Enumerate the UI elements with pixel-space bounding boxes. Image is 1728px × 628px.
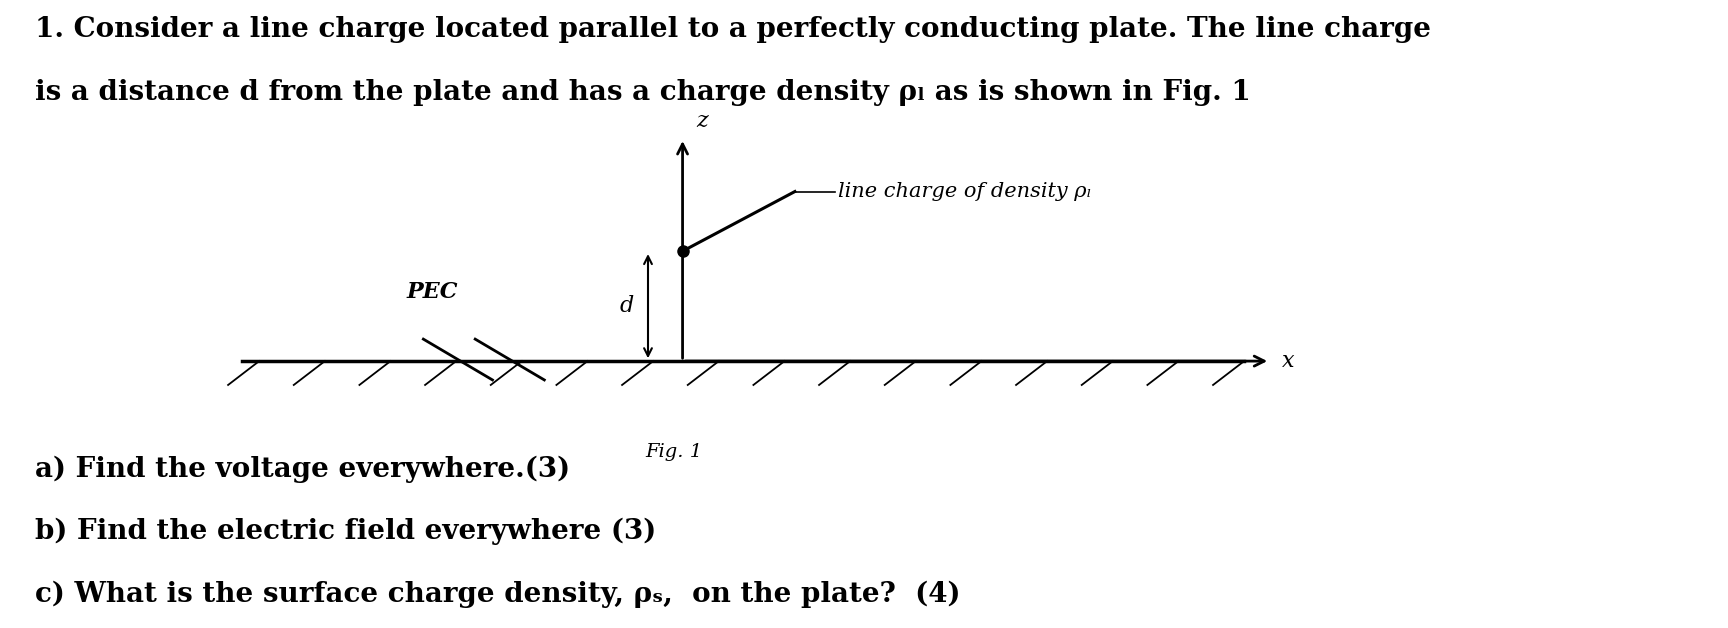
Text: PEC: PEC xyxy=(406,281,458,303)
Text: c) What is the surface charge density, ρₛ,  on the plate?  (4): c) What is the surface charge density, ρ… xyxy=(35,581,961,609)
Text: z: z xyxy=(696,110,708,132)
Text: d: d xyxy=(620,295,634,317)
Text: x: x xyxy=(1282,350,1294,372)
Text: a) Find the voltage everywhere.(3): a) Find the voltage everywhere.(3) xyxy=(35,455,570,483)
Text: 1. Consider a line charge located parallel to a perfectly conducting plate. The : 1. Consider a line charge located parall… xyxy=(35,16,1431,43)
Text: Fig. 1: Fig. 1 xyxy=(645,443,703,461)
Text: line charge of density ρₗ: line charge of density ρₗ xyxy=(838,182,1092,201)
Text: is a distance d from the plate and has a charge density ρₗ as is shown in Fig. 1: is a distance d from the plate and has a… xyxy=(35,78,1251,106)
Text: b) Find the electric field everywhere (3): b) Find the electric field everywhere (3… xyxy=(35,518,657,546)
